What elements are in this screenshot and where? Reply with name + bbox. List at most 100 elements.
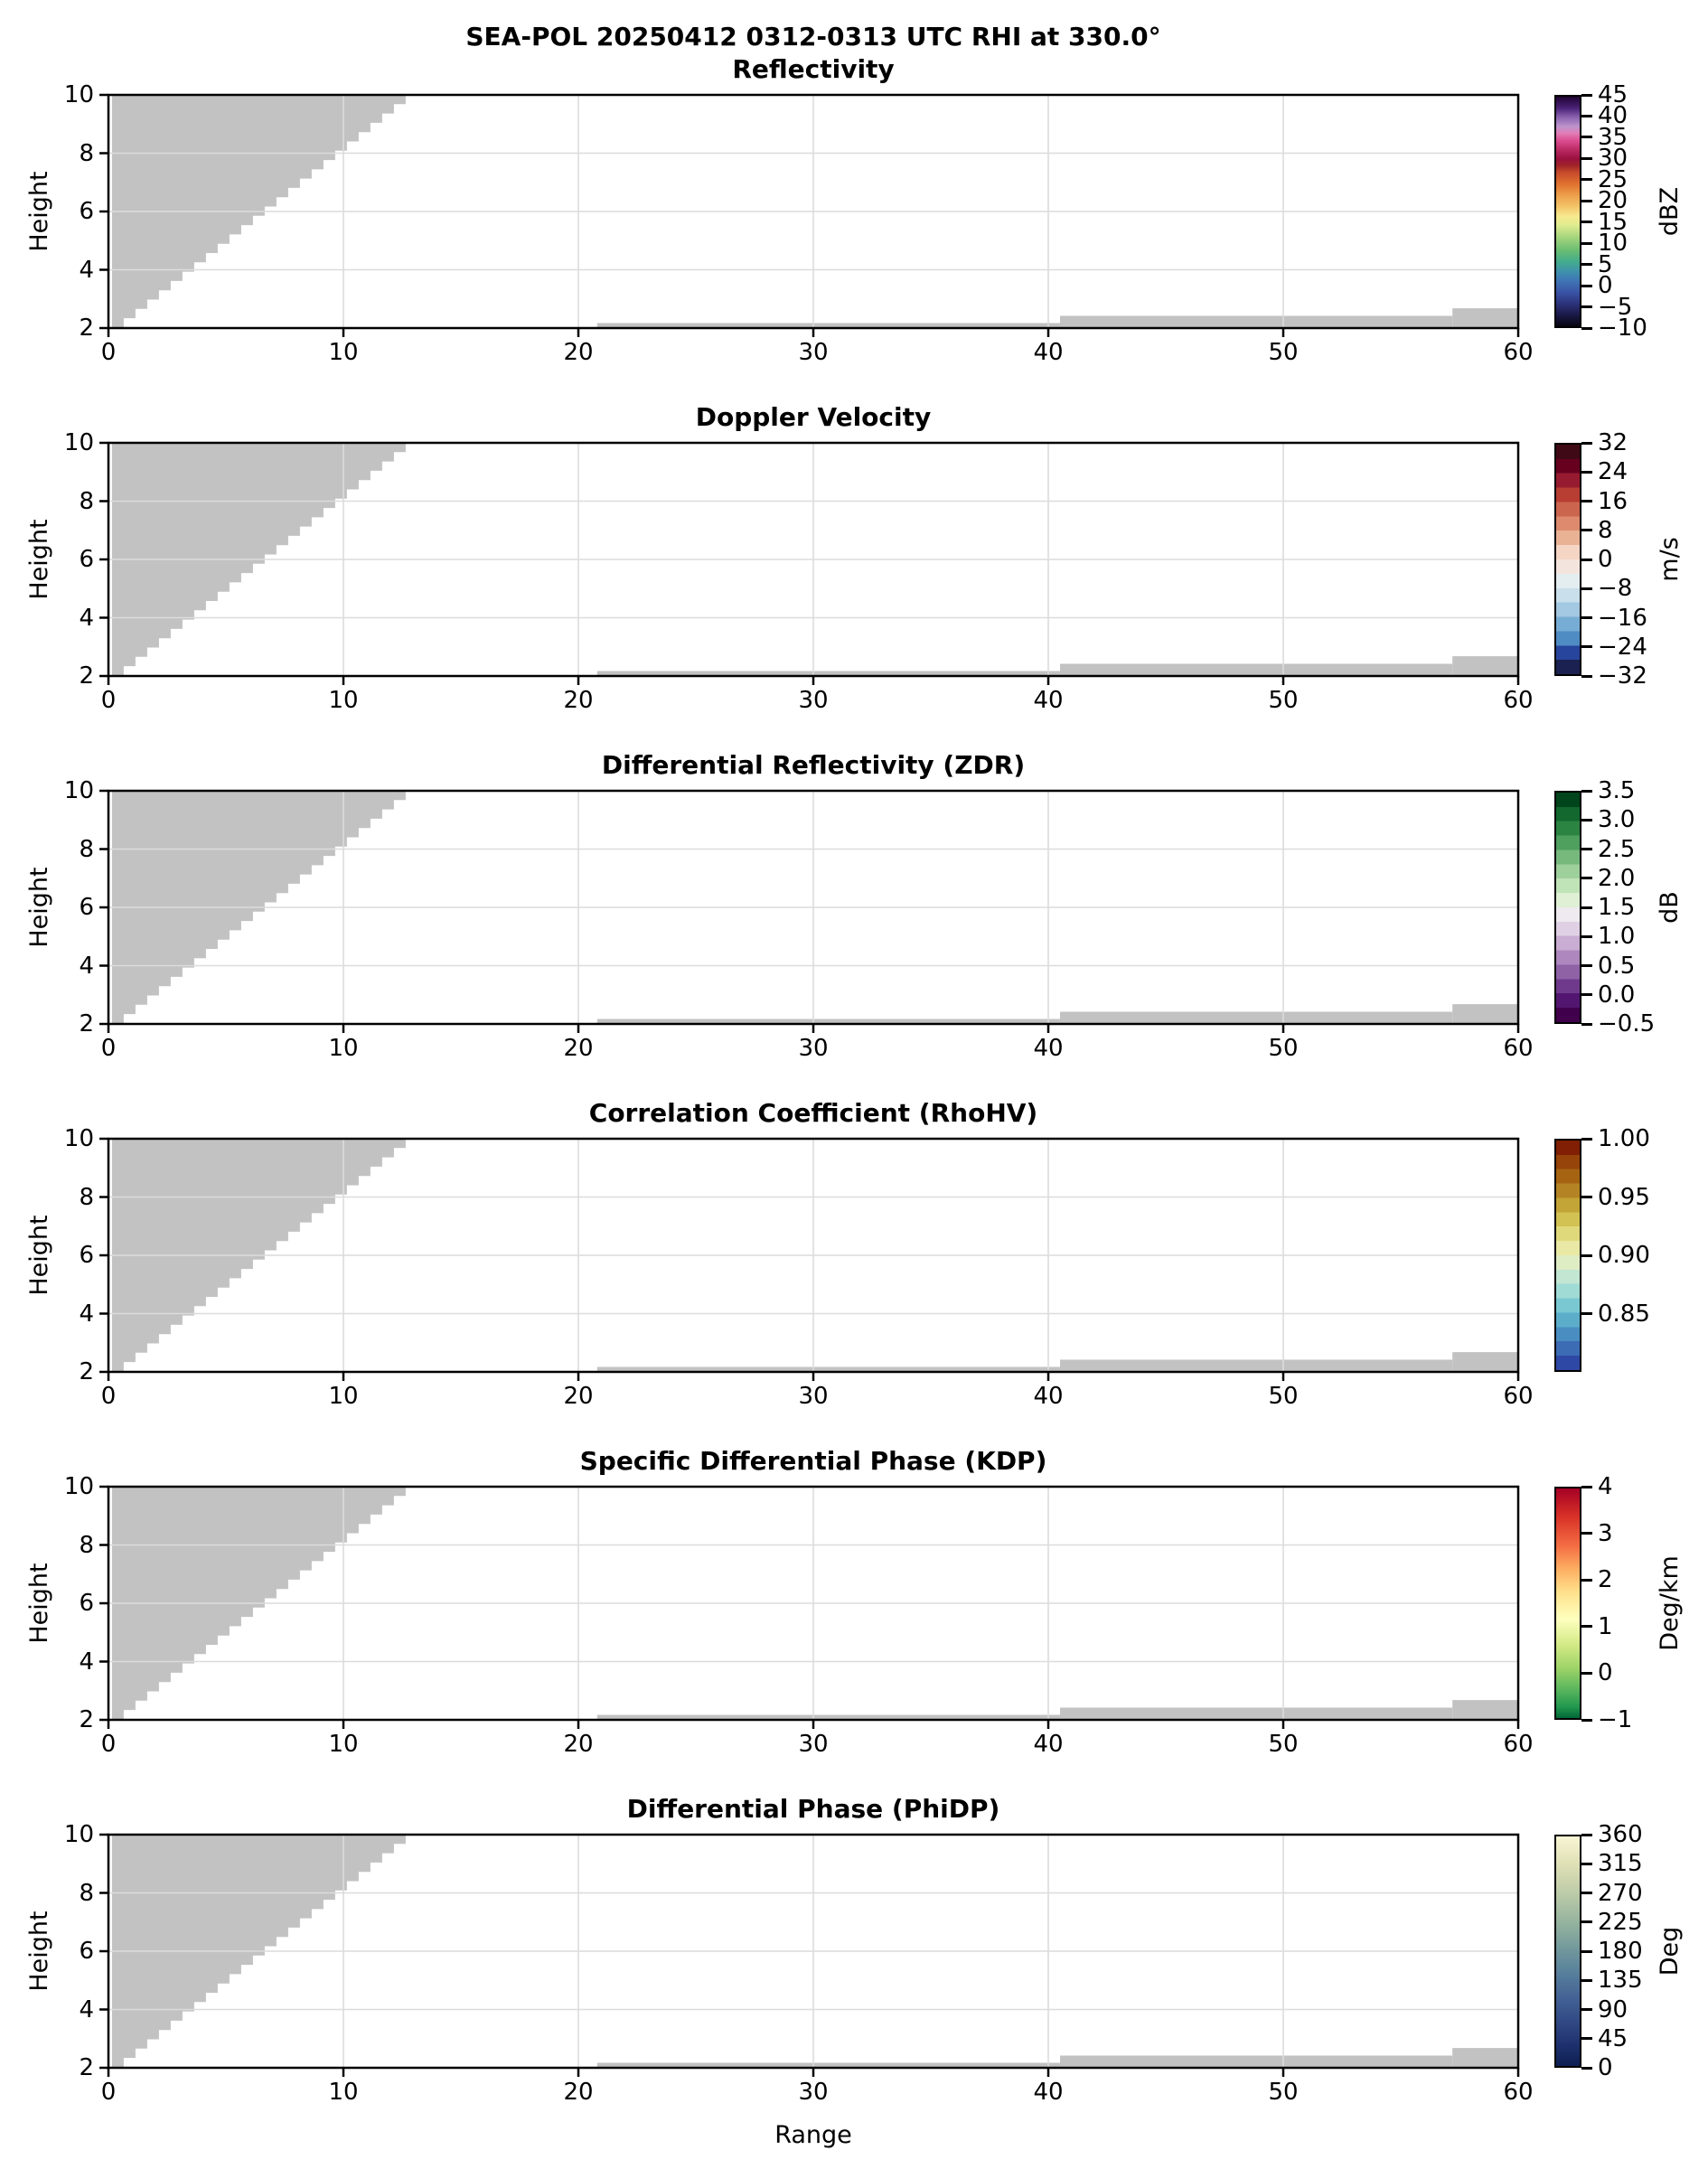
x-tick-label-3: 30 [798, 1383, 829, 1410]
mask-strip-5-2 [1452, 2048, 1518, 2068]
mask-strip-3-1 [1060, 1359, 1453, 1372]
colorbar-tick-label-1: −24 [1598, 633, 1647, 661]
panel-title-1: Doppler Velocity [695, 402, 932, 432]
y-tick-label-1: 6 [79, 546, 94, 573]
plot-area-4 [99, 1485, 1520, 1729]
colorbar-tick-label-1: 0 [1598, 546, 1613, 573]
colorbar-tick-label-1: −8 [1598, 575, 1633, 603]
x-tick-label-3: 10 [328, 1383, 359, 1410]
x-tick-label-4: 30 [798, 1731, 829, 1758]
colorbar-0 [1554, 95, 1581, 328]
colorbar-tick-mark-0 [1581, 199, 1592, 202]
x-tick-label-3: 60 [1503, 1383, 1534, 1410]
colorbar-tick-label-2: 0.0 [1598, 981, 1636, 1009]
x-tick-label-0: 10 [328, 339, 359, 366]
y-tick-label-5: 2 [79, 2054, 94, 2081]
colorbar-tick-label-0: 0 [1598, 272, 1613, 300]
x-tick-label-0: 50 [1268, 339, 1299, 366]
x-tick-label-3: 50 [1268, 1383, 1299, 1410]
colorbar-tick-label-1: −16 [1598, 604, 1647, 632]
colorbar-tick-label-3: 0.95 [1598, 1183, 1650, 1211]
y-tick-label-3: 8 [79, 1183, 94, 1211]
colorbar-tick-label-1: 8 [1598, 516, 1613, 544]
y-tick-label-5: 10 [63, 1821, 94, 1848]
colorbar-tick-label-5: 270 [1598, 1879, 1643, 1907]
y-tick-label-2: 8 [79, 835, 94, 863]
y-tick-label-3: 6 [79, 1242, 94, 1269]
colorbar-tick-label-0: 35 [1598, 123, 1628, 151]
y-tick-label-4: 4 [79, 1648, 94, 1676]
colorbar-tick-mark-4 [1581, 1718, 1592, 1722]
x-tick-label-5: 40 [1033, 2079, 1064, 2106]
x-tick-label-5: 50 [1268, 2079, 1299, 2106]
colorbar-unit-1: m/s [1656, 537, 1684, 582]
colorbar-tick-mark-2 [1581, 877, 1592, 880]
colorbar-tick-label-2: 2.5 [1598, 835, 1636, 863]
colorbar-unit-4: Deg/km [1656, 1555, 1684, 1651]
x-tick-label-0: 20 [563, 339, 594, 366]
colorbar-tick-mark-2 [1581, 934, 1592, 938]
x-tick-label-5: 20 [563, 2079, 594, 2106]
y-tick-label-5: 6 [79, 1938, 94, 1965]
x-tick-label-0: 60 [1503, 339, 1534, 366]
colorbar-tick-mark-1 [1581, 587, 1592, 590]
colorbar-tick-label-2: 3.0 [1598, 806, 1636, 834]
x-tick-label-1: 0 [100, 687, 117, 714]
colorbar-unit-5: Deg [1656, 1926, 1684, 1977]
colorbar-tick-mark-1 [1581, 441, 1592, 445]
colorbar-tick-label-4: 3 [1598, 1519, 1613, 1547]
colorbar-tick-mark-2 [1581, 993, 1592, 997]
x-tick-label-0: 0 [100, 339, 117, 366]
colorbar-tick-mark-5 [1581, 1862, 1592, 1865]
y-axis-label-0: Height [25, 171, 53, 252]
x-tick-label-4: 20 [563, 1731, 594, 1758]
colorbar-tick-mark-2 [1581, 964, 1592, 967]
colorbar-tick-mark-0 [1581, 178, 1592, 182]
x-tick-label-4: 60 [1503, 1731, 1534, 1758]
y-tick-label-4: 2 [79, 1706, 94, 1733]
figure-title: SEA-POL 20250412 0312-0313 UTC RHI at 33… [465, 22, 1161, 52]
y-tick-label-2: 6 [79, 894, 94, 921]
mask-strip-1-0 [596, 671, 1060, 676]
mask-strip-0-2 [1452, 308, 1518, 328]
colorbar-1 [1554, 443, 1581, 676]
colorbar-unit-2: dB [1656, 891, 1684, 924]
panel-title-2: Differential Reflectivity (ZDR) [601, 750, 1026, 780]
colorbar-tick-label-5: 0 [1598, 2054, 1613, 2081]
x-tick-label-3: 0 [100, 1383, 117, 1410]
colorbar-tick-label-4: 4 [1598, 1473, 1613, 1500]
x-tick-label-2: 20 [563, 1035, 594, 1062]
x-tick-label-4: 10 [328, 1731, 359, 1758]
x-tick-label-2: 40 [1033, 1035, 1064, 1062]
y-axis-label-5: Height [25, 1911, 53, 1992]
colorbar-tick-label-3: 0.85 [1598, 1300, 1650, 1328]
colorbar-tick-mark-1 [1581, 500, 1592, 502]
plot-area-3 [99, 1137, 1520, 1381]
colorbar-tick-mark-0 [1581, 221, 1592, 224]
colorbar-5 [1554, 1835, 1581, 2068]
colorbar-tick-mark-0 [1581, 284, 1592, 287]
mask-strip-1-1 [1060, 663, 1453, 676]
colorbar-tick-mark-1 [1581, 645, 1592, 649]
mask-strip-0-0 [596, 323, 1060, 328]
colorbar-tick-mark-3 [1581, 1196, 1592, 1198]
colorbar-tick-mark-0 [1581, 93, 1592, 97]
colorbar-tick-label-0: 25 [1598, 165, 1628, 193]
colorbar-tick-mark-0 [1581, 241, 1592, 245]
colorbar-tick-mark-5 [1581, 2008, 1592, 2011]
mask-strip-4-0 [596, 1714, 1060, 1720]
y-tick-label-5: 8 [79, 1879, 94, 1907]
colorbar-tick-label-3: 0.90 [1598, 1242, 1650, 1269]
x-tick-label-1: 40 [1033, 687, 1064, 714]
mask-strip-4-2 [1452, 1700, 1518, 1720]
x-tick-label-2: 60 [1503, 1035, 1534, 1062]
colorbar-tick-label-4: 0 [1598, 1659, 1613, 1687]
mask-strip-2-0 [596, 1019, 1060, 1024]
x-tick-label-3: 40 [1033, 1383, 1064, 1410]
x-tick-label-4: 50 [1268, 1731, 1299, 1758]
colorbar-tick-mark-1 [1581, 558, 1592, 561]
plot-area-1 [99, 441, 1520, 685]
x-tick-label-5: 0 [100, 2079, 117, 2106]
y-axis-label-1: Height [25, 519, 53, 600]
